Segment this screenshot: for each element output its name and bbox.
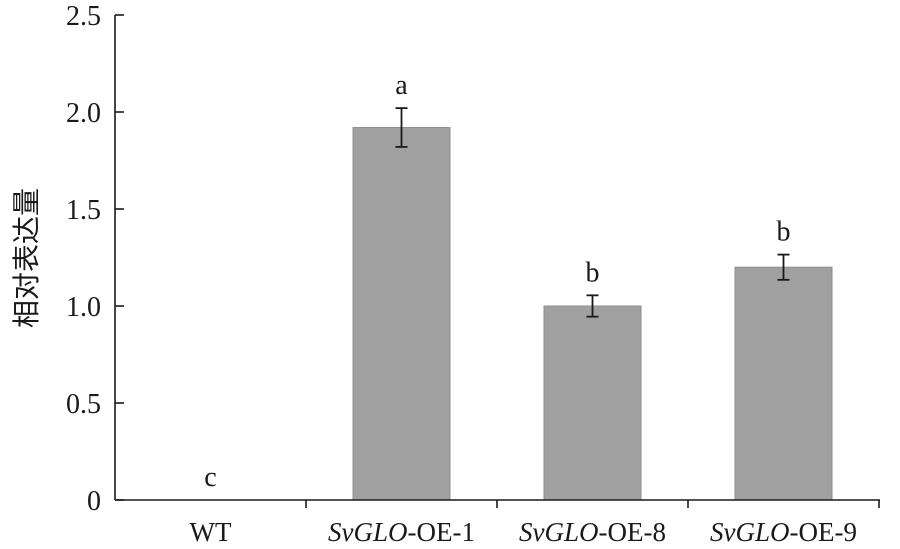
- y-tick-label: 2.5: [66, 1, 101, 32]
- y-ticks-layer: 0 0.5 1.0 1.5 2.0 2.5: [66, 1, 124, 517]
- y-tick-label: 1.0: [66, 292, 101, 323]
- significance-label: b: [586, 257, 600, 288]
- x-category-label: SvGLO-OE-8: [519, 517, 666, 547]
- y-tick-label: 1.5: [66, 195, 101, 226]
- significance-label: a: [395, 70, 408, 101]
- x-category-label-suffix: -OE-8: [599, 517, 666, 547]
- y-tick-label: 0.5: [66, 389, 101, 420]
- x-category-label-suffix: -OE-1: [408, 517, 475, 547]
- x-category-label-italic: SvGLO: [328, 517, 408, 547]
- y-axis-title: 相对表达量: [11, 188, 43, 328]
- x-category-label: SvGLO-OE-1: [328, 517, 475, 547]
- x-category-label-suffix: WT: [190, 517, 232, 547]
- significance-label: b: [777, 217, 791, 248]
- bar: [352, 127, 451, 501]
- y-tick-label: 2.0: [66, 98, 101, 129]
- y-tick-label: 0: [87, 486, 101, 517]
- bar: [543, 305, 642, 501]
- x-category-label-suffix: -OE-9: [790, 517, 857, 547]
- bar: [734, 266, 833, 501]
- x-category-label-italic: SvGLO: [519, 517, 599, 547]
- x-category-label-italic: SvGLO: [710, 517, 790, 547]
- significance-label: c: [204, 462, 216, 493]
- x-ticks-layer: [305, 500, 880, 508]
- x-category-label: SvGLO-OE-9: [710, 517, 857, 547]
- error-bars-layer: [395, 107, 790, 318]
- x-category-label: WT: [190, 517, 232, 547]
